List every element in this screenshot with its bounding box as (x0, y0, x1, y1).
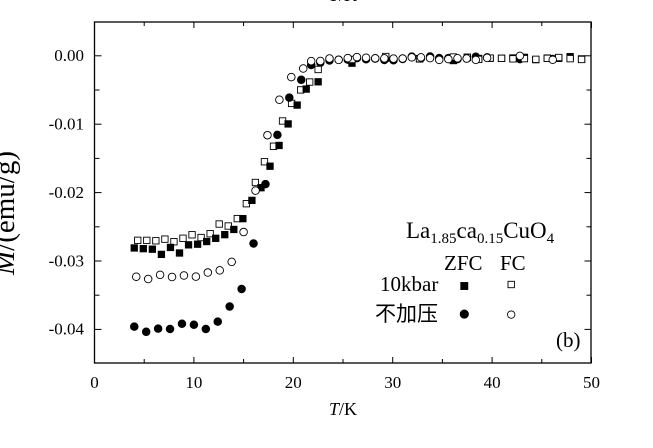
svg-text:M/(emu/g): M/(emu/g) (0, 151, 21, 276)
svg-text:-0.02: -0.02 (49, 183, 84, 202)
svg-text:不加压: 不加压 (375, 302, 438, 326)
svg-text:-0.01: -0.01 (49, 115, 84, 134)
svg-text:10kbar: 10kbar (380, 272, 438, 296)
svg-text:0: 0 (90, 373, 99, 392)
svg-text:30: 30 (384, 373, 401, 392)
svg-text:-0.03: -0.03 (49, 252, 84, 271)
svg-text:(b): (b) (556, 328, 581, 352)
svg-text:ZFC: ZFC (444, 251, 483, 275)
svg-text:La1.85ca0.15CuO4: La1.85ca0.15CuO4 (406, 218, 555, 247)
svg-text:40: 40 (484, 373, 501, 392)
svg-text:-0.04: -0.04 (49, 320, 85, 339)
svg-text:0.00: 0.00 (54, 46, 84, 65)
svg-text:FC: FC (500, 251, 526, 275)
svg-text:10: 10 (185, 373, 202, 392)
svg-text:T/K: T/K (329, 399, 357, 419)
svg-text:T/K: T/K (329, 0, 357, 5)
svg-text:50: 50 (583, 373, 600, 392)
svg-text:20: 20 (285, 373, 302, 392)
